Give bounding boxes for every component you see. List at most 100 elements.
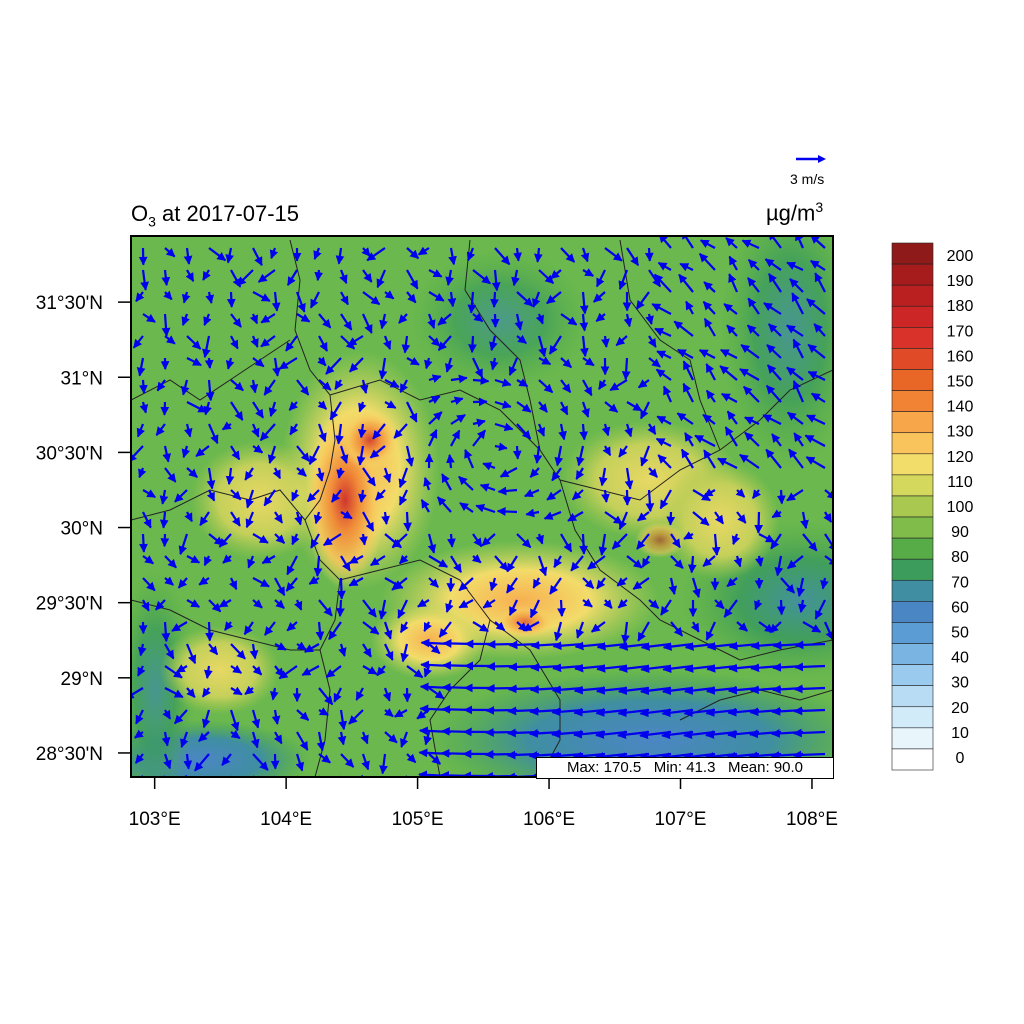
wind-vector (164, 335, 176, 345)
wind-vector (164, 247, 176, 258)
wind-vector (359, 379, 369, 394)
wind-vector (428, 643, 441, 655)
wind-vector (489, 335, 498, 352)
wind-vector (611, 533, 628, 550)
wind-vector (318, 379, 332, 391)
wind-vector (683, 531, 694, 540)
colorbar-swatch (891, 369, 934, 391)
wind-vector (245, 489, 255, 509)
wind-vector (490, 291, 499, 308)
colorbar-label: 40 (951, 650, 969, 667)
wind-vector (338, 709, 348, 731)
wind-vector (251, 731, 260, 749)
wind-vector (755, 555, 764, 567)
wind-vector (252, 357, 265, 368)
colorbar-swatch (891, 558, 934, 581)
wind-vector (516, 401, 532, 413)
wind-vector (795, 236, 805, 249)
wind-vector (516, 423, 532, 440)
wind-vector (603, 599, 613, 609)
wind-vector (446, 454, 455, 469)
wind-vector (271, 709, 281, 725)
wind-vector (632, 577, 650, 590)
colorbar-swatch (891, 664, 934, 686)
wind-vector (647, 423, 657, 435)
wind-vector (142, 489, 156, 499)
wind-vector (516, 533, 532, 549)
wind-vector (328, 621, 342, 640)
wind-vector (278, 357, 298, 370)
wind-vector (181, 313, 190, 326)
wind-vector (497, 486, 518, 496)
wind-vector (379, 753, 388, 775)
wind-vector (164, 665, 183, 679)
wind-vector (252, 665, 263, 676)
wind-vector (711, 533, 721, 556)
wind-vector (679, 262, 694, 272)
colorbar: 2001901801701601501401301201101009080706… (891, 242, 973, 771)
wind-vector (177, 577, 188, 589)
wind-vector (491, 269, 501, 292)
wind-vector (357, 423, 367, 439)
wind-vector (637, 379, 650, 389)
wind-vector (479, 483, 496, 492)
wind-vector (537, 335, 547, 358)
wind-vector (137, 665, 146, 677)
wind-vector (725, 237, 738, 249)
wind-vector (802, 621, 822, 633)
wind-vector (252, 577, 270, 588)
wind-vector (511, 269, 520, 287)
wind-vector (161, 621, 171, 643)
wind-vector (406, 247, 420, 260)
wind-vector (571, 489, 584, 501)
wind-vector (618, 511, 629, 531)
wind-vector (400, 731, 409, 748)
wind-vector (269, 687, 279, 701)
wind-vector (690, 621, 700, 633)
wind-vector (163, 753, 172, 770)
wind-vector (705, 389, 716, 403)
wind-vector (703, 449, 716, 469)
wind-vector (384, 290, 395, 300)
wind-vector (538, 401, 548, 413)
wind-vector (355, 687, 365, 701)
wind-vector (330, 489, 342, 503)
wind-vector (444, 357, 454, 373)
wind-vector (691, 577, 701, 598)
wind-vector (763, 302, 782, 315)
wind-vector (656, 350, 672, 359)
wind-vector (677, 348, 694, 359)
wind-vector (618, 269, 629, 291)
wind-vector (360, 731, 369, 745)
wind-vector (289, 423, 299, 436)
wind-vector (186, 401, 208, 413)
wind-vector (728, 273, 739, 293)
wind-vector (181, 445, 191, 459)
title-species: O (131, 201, 149, 226)
wind-vector (809, 259, 826, 271)
wind-vector (203, 313, 212, 326)
wind-vector (793, 706, 826, 716)
wind-vector (335, 423, 344, 445)
lat-tick-label: 29°N (61, 669, 103, 690)
wind-vector (362, 599, 377, 618)
wind-vector (516, 378, 529, 388)
wind-vector (251, 423, 260, 438)
wind-vector (458, 577, 474, 592)
wind-vector (558, 423, 567, 441)
wind-vector (635, 291, 650, 310)
wind-vector (744, 431, 760, 447)
wind-vector (362, 291, 381, 306)
wind-vector (736, 511, 747, 524)
wind-vector (249, 313, 259, 325)
wind-vector (318, 599, 333, 617)
wind-vector (399, 379, 409, 393)
colorbar-label: 70 (951, 574, 969, 591)
wind-vector (744, 416, 760, 425)
wind-vector (340, 555, 351, 572)
wind-vector (746, 324, 760, 337)
wind-vector (406, 401, 418, 423)
wind-vector (482, 599, 496, 609)
wind-vector (590, 621, 606, 633)
